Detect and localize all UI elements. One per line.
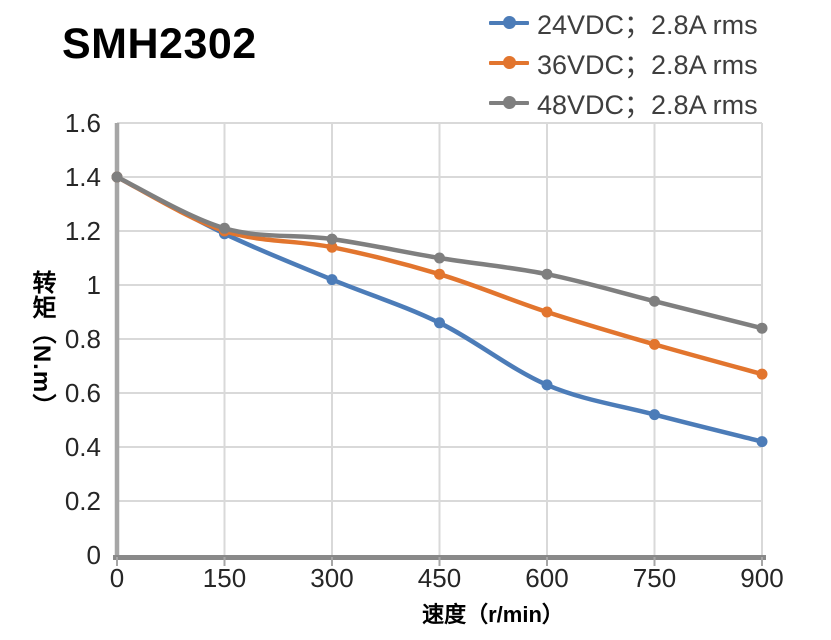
y-tick-label: 0.8 xyxy=(64,324,101,354)
y-tick-label: 0.4 xyxy=(64,432,101,462)
data-point-1 xyxy=(649,338,660,350)
y-tick-label: 1.6 xyxy=(64,108,101,138)
x-tick-label: 750 xyxy=(632,563,677,593)
data-point-2 xyxy=(326,233,338,245)
y-tick-label: 1.2 xyxy=(64,216,101,246)
legend-item-48vdc: 48VDC；2.8A rms xyxy=(489,82,758,122)
x-tick-label: 300 xyxy=(310,563,354,593)
y-axis-title: 转矩（N.m） xyxy=(28,269,55,419)
data-point-1 xyxy=(326,241,338,253)
data-point-0 xyxy=(326,274,338,286)
x-tick-label: 450 xyxy=(417,563,462,593)
legend-item-label: 48VDC；2.8A rms xyxy=(537,89,758,120)
data-point-2 xyxy=(434,252,445,264)
data-point-0 xyxy=(756,436,768,448)
x-tick-label: 600 xyxy=(525,563,569,593)
x-tick-label: 900 xyxy=(740,563,784,593)
data-point-2 xyxy=(111,171,123,183)
data-point-2 xyxy=(649,295,660,307)
data-point-2 xyxy=(541,268,553,280)
x-tick-label: 0 xyxy=(109,563,125,593)
x-axis-title: 速度（r/min） xyxy=(422,602,564,627)
data-point-0 xyxy=(649,409,660,421)
data-point-1 xyxy=(541,306,553,318)
y-tick-label: 0 xyxy=(86,540,101,570)
data-point-1 xyxy=(756,368,768,380)
data-point-2 xyxy=(219,222,230,234)
legend: 24VDC；2.8A rms 36VDC；2.8A rms 48VDC；2.8A… xyxy=(489,2,758,122)
y-tick-label: 0.2 xyxy=(64,486,101,516)
legend-line-marker-icon xyxy=(489,15,529,29)
legend-item-24vdc: 24VDC；2.8A rms xyxy=(489,2,758,42)
chart-title: SMH2302 xyxy=(62,20,257,68)
data-point-0 xyxy=(434,317,445,329)
y-tick-label: 1.4 xyxy=(64,162,101,192)
data-point-0 xyxy=(541,379,553,391)
y-tick-label: 0.6 xyxy=(64,378,101,408)
legend-item-label: 24VDC；2.8A rms xyxy=(537,9,758,40)
x-tick-label: 150 xyxy=(202,563,247,593)
y-tick-label: 1 xyxy=(86,270,101,300)
legend-line-marker-icon xyxy=(489,55,529,69)
legend-item-36vdc: 36VDC；2.8A rms xyxy=(489,42,758,82)
legend-item-label: 36VDC；2.8A rms xyxy=(537,49,758,80)
data-point-1 xyxy=(434,268,445,280)
data-point-2 xyxy=(756,322,768,334)
legend-line-marker-icon xyxy=(489,95,529,109)
